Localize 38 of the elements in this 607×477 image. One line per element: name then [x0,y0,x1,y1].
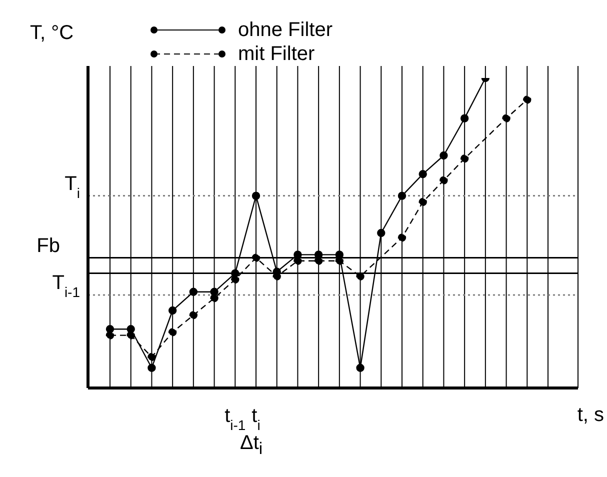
ref-line-label: T$_{i-1}$ [52,272,80,300]
point [148,364,156,372]
point [418,170,427,178]
x-tick-label: t$_{i-1}$ [224,405,246,433]
x-axis-title: t, s [577,404,604,426]
legend-label: ohne Filter [238,18,332,42]
ref-line-label: T$_{i}$ [64,172,80,201]
point [189,288,198,296]
point [231,269,240,278]
y-axis-title: T, °C [30,22,74,44]
point [356,272,364,280]
point [210,288,218,296]
point [168,306,177,315]
point [398,234,406,242]
point [398,192,406,200]
point [440,151,448,160]
x-tick-label: t$_{i}$ [252,405,260,433]
point [440,176,448,184]
point [418,198,427,206]
point [377,228,386,238]
point [106,331,114,340]
point [460,154,469,163]
point [106,325,114,334]
point [356,364,364,372]
point [460,114,469,122]
point [523,96,532,104]
point [189,311,198,320]
point [252,254,260,262]
point [148,352,156,362]
legend-label: mit Filter [238,42,315,66]
point [126,331,135,340]
ref-line-label: Fb [36,234,60,257]
point [502,114,510,122]
point [210,294,218,302]
text: Δt$_{i}$ [240,432,263,458]
point [168,328,177,336]
point [126,325,135,334]
point [252,192,260,200]
